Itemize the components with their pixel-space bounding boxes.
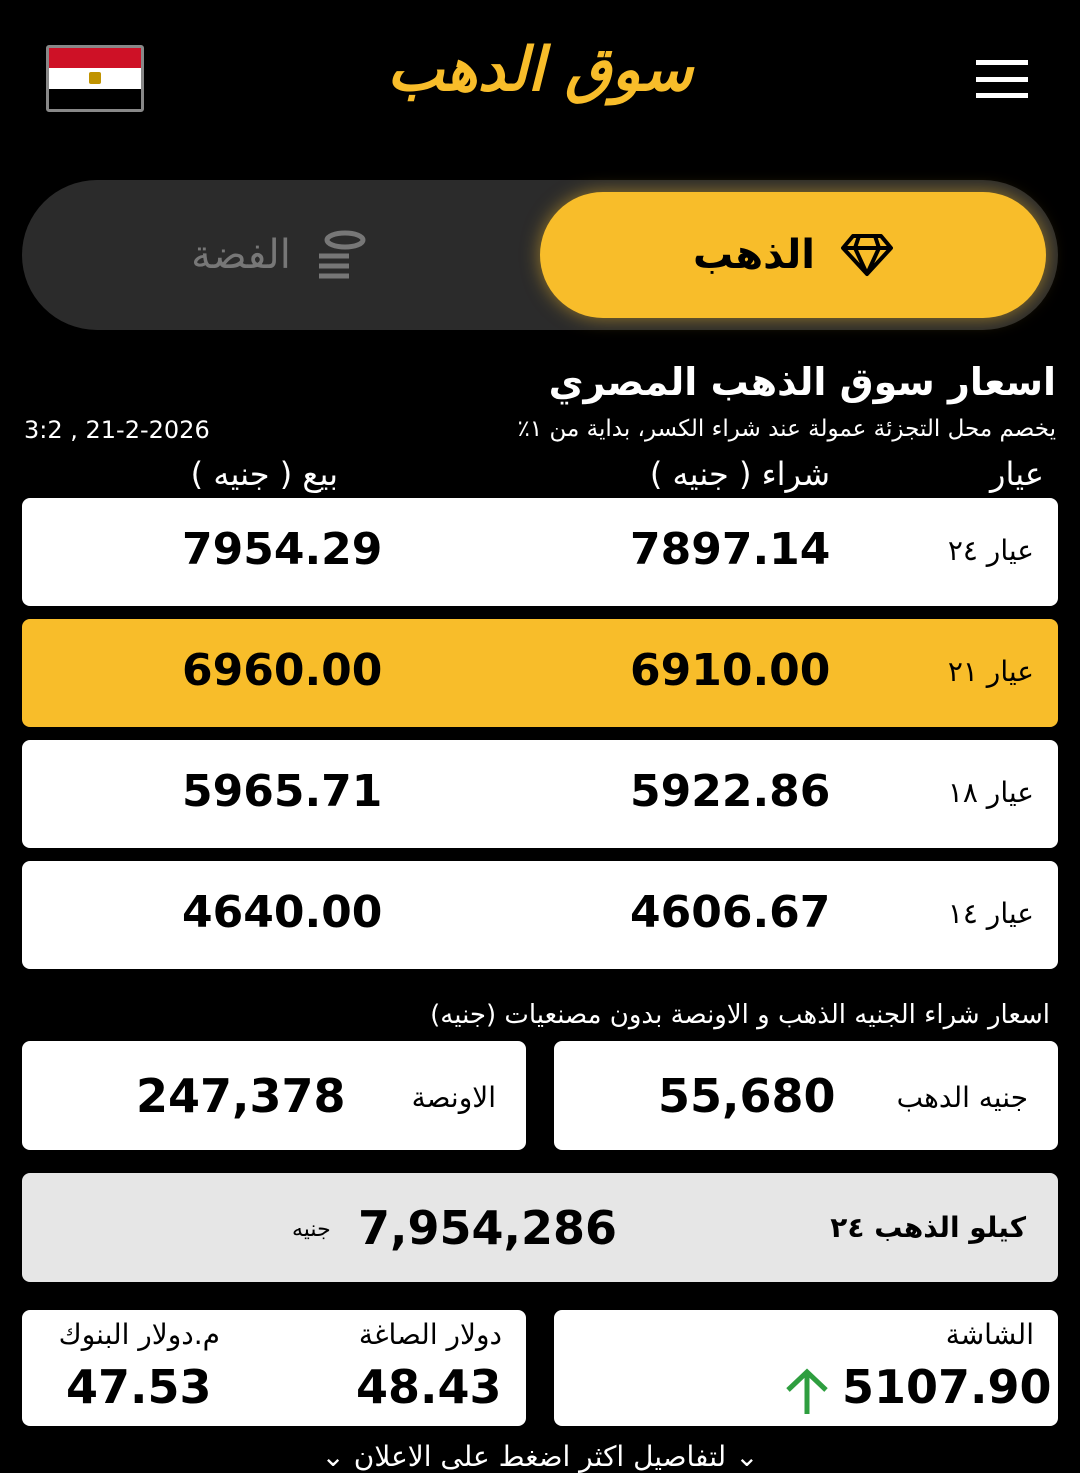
col-sell: بيع ( جنيه ) (190, 455, 338, 493)
karat: عيار ٢١ (947, 655, 1034, 688)
karat: عيار ٢٤ (947, 534, 1034, 567)
egypt-flag-icon[interactable] (46, 45, 144, 112)
ounce-label: الاونصة (411, 1081, 496, 1114)
kilo-unit: جنيه (292, 1217, 331, 1242)
col-karat: عيار (990, 455, 1044, 493)
ounce-value: 247,378 (136, 1069, 346, 1123)
tab-gold[interactable]: الذهب (540, 192, 1046, 318)
page-title: اسعار سوق الذهب المصري (548, 360, 1056, 404)
ounce-card: الاونصة 247,378 (22, 1041, 526, 1150)
dollar-card: دولار الصاغة 48.43 م.دولار البنوك 47.53 (22, 1310, 526, 1426)
karat: عيار ١٤ (947, 897, 1034, 930)
sell-price: 4640.00 (182, 887, 383, 938)
screen-card: الشاشة 5107.90 (554, 1310, 1058, 1426)
ad-hint-text: لتفاصيل اكثر اضغط على الاعلان (353, 1440, 727, 1473)
commission-note: يخصم محل التجزئة عمولة عند شراء الكسر، ب… (517, 416, 1056, 442)
bank-dollar-label: م.دولار البنوك (58, 1318, 220, 1351)
gold-pound-value: 55,680 (658, 1069, 836, 1123)
sell-price: 7954.29 (182, 524, 383, 575)
coins-title: اسعار شراء الجنيه الذهب و الاونصة بدون م… (430, 1000, 1050, 1030)
gold-pound-label: جنيه الدهب (896, 1081, 1028, 1114)
bank-dollar-value: 47.53 (66, 1360, 212, 1414)
kilo-label: كيلو الذهب ٢٤ (830, 1211, 1026, 1244)
price-row: عيار ٢١ 6910.00 6960.00 (22, 619, 1058, 727)
kilo-card: كيلو الذهب ٢٤ 7,954,286 جنيه (22, 1173, 1058, 1282)
goldsmith-dollar-label: دولار الصاغة (358, 1318, 502, 1351)
karat: عيار ١٨ (947, 776, 1034, 809)
coins-icon (318, 230, 366, 279)
screen-value: 5107.90 (842, 1360, 1052, 1414)
sell-price: 6960.00 (182, 645, 383, 696)
update-datetime: 3:2 , 21-2-2026 (24, 416, 210, 444)
tab-silver-label: الفضة (191, 232, 291, 278)
diamond-icon (840, 234, 893, 276)
logo: سوق الدهب (387, 35, 693, 105)
sell-price: 5965.71 (182, 766, 383, 817)
kilo-value: 7,954,286 (358, 1201, 617, 1255)
screen-label: الشاشة (945, 1318, 1034, 1351)
col-buy: شراء ( جنيه ) (649, 455, 830, 493)
chevron-down-icon: ⌄ (726, 1440, 759, 1473)
buy-price: 5922.86 (630, 766, 831, 817)
tab-silver[interactable]: الفضة (60, 192, 500, 318)
gold-pound-card: جنيه الدهب 55,680 (554, 1041, 1058, 1150)
ad-hint[interactable]: ⌄ لتفاصيل اكثر اضغط على الاعلان ⌄ (0, 1440, 1080, 1473)
goldsmith-dollar-value: 48.43 (356, 1360, 502, 1414)
menu-icon[interactable] (976, 60, 1028, 98)
buy-price: 6910.00 (630, 645, 831, 696)
price-row: عيار ٢٤ 7897.14 7954.29 (22, 498, 1058, 606)
buy-price: 7897.14 (630, 524, 831, 575)
buy-price: 4606.67 (630, 887, 831, 938)
chevron-down-icon: ⌄ (321, 1440, 345, 1473)
price-row: عيار ١٨ 5922.86 5965.71 (22, 740, 1058, 848)
arrow-up-icon (786, 1368, 828, 1414)
tab-gold-label: الذهب (693, 232, 815, 278)
price-row: عيار ١٤ 4606.67 4640.00 (22, 861, 1058, 969)
